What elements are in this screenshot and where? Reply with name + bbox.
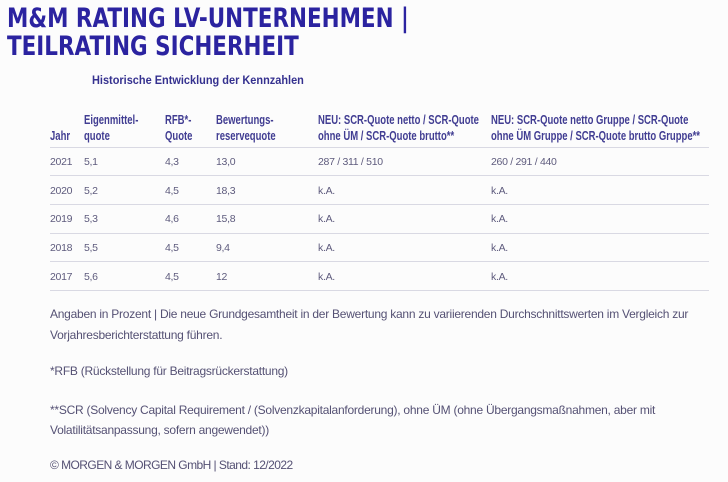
column-header-scr-quote: NEU: SCR-Quote netto / SCR-Quote ohne ÜM …: [318, 112, 491, 145]
column-header-line: Quote: [165, 129, 193, 143]
cell-year: 2020: [50, 184, 73, 197]
column-header-bewertungsreservequote: Bewertungs-reservequote: [216, 112, 318, 145]
cell-scr-quote: k.A.: [318, 241, 335, 254]
cell-bewertungsreservequote: 12: [216, 270, 228, 283]
ratings-table: Jahr Eigenmittel-quote RFB*- Quote Bewert…: [50, 105, 709, 291]
cell-eigenmittelquote: 5,1: [84, 155, 98, 168]
table-row-2018: 2018 5,5 4,5 9,4 k.A. k.A.: [50, 234, 709, 263]
cell-eigenmittelquote: 5,2: [84, 184, 98, 197]
column-header-line: quote: [84, 129, 110, 143]
page-title-line1: M&M RATING LV-UNTERNEHMEN |: [7, 3, 409, 34]
cell-scr-quote-gruppe: k.A.: [491, 213, 508, 226]
cell-bewertungsreservequote: 13,0: [216, 155, 236, 168]
cell-year: 2021: [50, 155, 73, 168]
cell-rfb-quote: 4,5: [165, 270, 179, 283]
cell-eigenmittelquote: 5,6: [84, 270, 98, 283]
cell-year: 2019: [50, 213, 73, 226]
column-header-rfb-quote: RFB*- Quote: [165, 112, 216, 145]
column-header-line: reservequote: [216, 129, 276, 143]
cell-year: 2018: [50, 241, 73, 254]
cell-eigenmittelquote: 5,3: [84, 213, 98, 226]
column-header-line: ohne ÜM / SCR-Quote brutto**: [318, 129, 455, 143]
column-header-line: Eigenmittel-: [84, 112, 139, 127]
cell-year: 2017: [50, 270, 73, 283]
cell-bewertungsreservequote: 9,4: [216, 241, 230, 254]
cell-rfb-quote: 4,5: [165, 184, 179, 197]
table-caption: Historische Entwicklung der Kennzahlen: [92, 72, 304, 87]
cell-rfb-quote: 4,5: [165, 241, 179, 254]
cell-rfb-quote: 4,6: [165, 213, 179, 226]
cell-scr-quote-gruppe: k.A.: [491, 241, 508, 254]
note-rfb: *RFB (Rückstellung für Beitragsrückersta…: [50, 361, 288, 382]
note-scr: **SCR (Solvency Capital Requirement / (S…: [50, 400, 655, 442]
note-scr-line2: Volatilitätsanpassung, sofern angewendet…: [50, 423, 269, 438]
table-row-2021: 2021 5,1 4,3 13,0 287 / 311 / 510 260 / …: [50, 148, 709, 177]
cell-scr-quote-gruppe: k.A.: [491, 184, 508, 197]
column-header-line: Jahr: [50, 129, 71, 143]
note-rfb-line1: *RFB (Rückstellung für Beitragsrückersta…: [50, 364, 288, 378]
column-header-line: ohne ÜM Gruppe / SCR-Quote brutto Gruppe…: [491, 129, 700, 143]
cell-scr-quote: k.A.: [318, 184, 335, 197]
table-row-2020: 2020 5,2 4,5 18,3 k.A. k.A.: [50, 176, 709, 205]
column-header-line: NEU: SCR-Quote netto Gruppe / SCR-Quote: [491, 112, 689, 127]
column-header-eigenmittelquote: Eigenmittel-quote: [84, 112, 165, 145]
cell-eigenmittelquote: 5,5: [84, 241, 98, 254]
cell-scr-quote: 287 / 311 / 510: [318, 155, 383, 168]
table-row-2019: 2019 5,3 4,6 15,8 k.A. k.A.: [50, 205, 709, 234]
column-header-line: Bewertungs-: [216, 112, 274, 127]
column-header-scr-quote-gruppe: NEU: SCR-Quote netto Gruppe / SCR-Quote o…: [491, 112, 709, 145]
cell-scr-quote-gruppe: 260 / 291 / 440: [491, 155, 557, 168]
cell-scr-quote-gruppe: k.A.: [491, 270, 508, 283]
cell-bewertungsreservequote: 18,3: [216, 184, 236, 197]
column-header-line: RFB*-: [165, 112, 192, 127]
cell-rfb-quote: 4,3: [165, 155, 179, 168]
page-title: M&M RATING LV-UNTERNEHMEN | TEILRATING SI…: [7, 5, 513, 60]
note-angaben-line2: Vorjahresberichterstattung führen.: [50, 327, 223, 342]
note-scr-line1: **SCR (Solvency Capital Requirement / (S…: [50, 402, 656, 417]
cell-bewertungsreservequote: 15,8: [216, 213, 236, 226]
page-title-line2: TEILRATING SICHERHEIT: [7, 30, 299, 62]
table-header-row: Jahr Eigenmittel-quote RFB*- Quote Bewert…: [50, 105, 709, 148]
note-angaben-line1: Angaben in Prozent | Die neue Grundgesam…: [50, 307, 689, 321]
note-angaben: Angaben in Prozent | Die neue Grundgesam…: [50, 304, 688, 346]
table-row-2017: 2017 5,6 4,5 12 k.A. k.A.: [50, 262, 709, 291]
column-header-line: NEU: SCR-Quote netto / SCR-Quote: [318, 112, 479, 127]
column-header-jahr: Jahr: [50, 128, 84, 145]
cell-scr-quote: k.A.: [318, 270, 335, 283]
copyright-line: © MORGEN & MORGEN GmbH | Stand: 12/2022: [50, 457, 293, 472]
cell-scr-quote: k.A.: [318, 213, 335, 226]
